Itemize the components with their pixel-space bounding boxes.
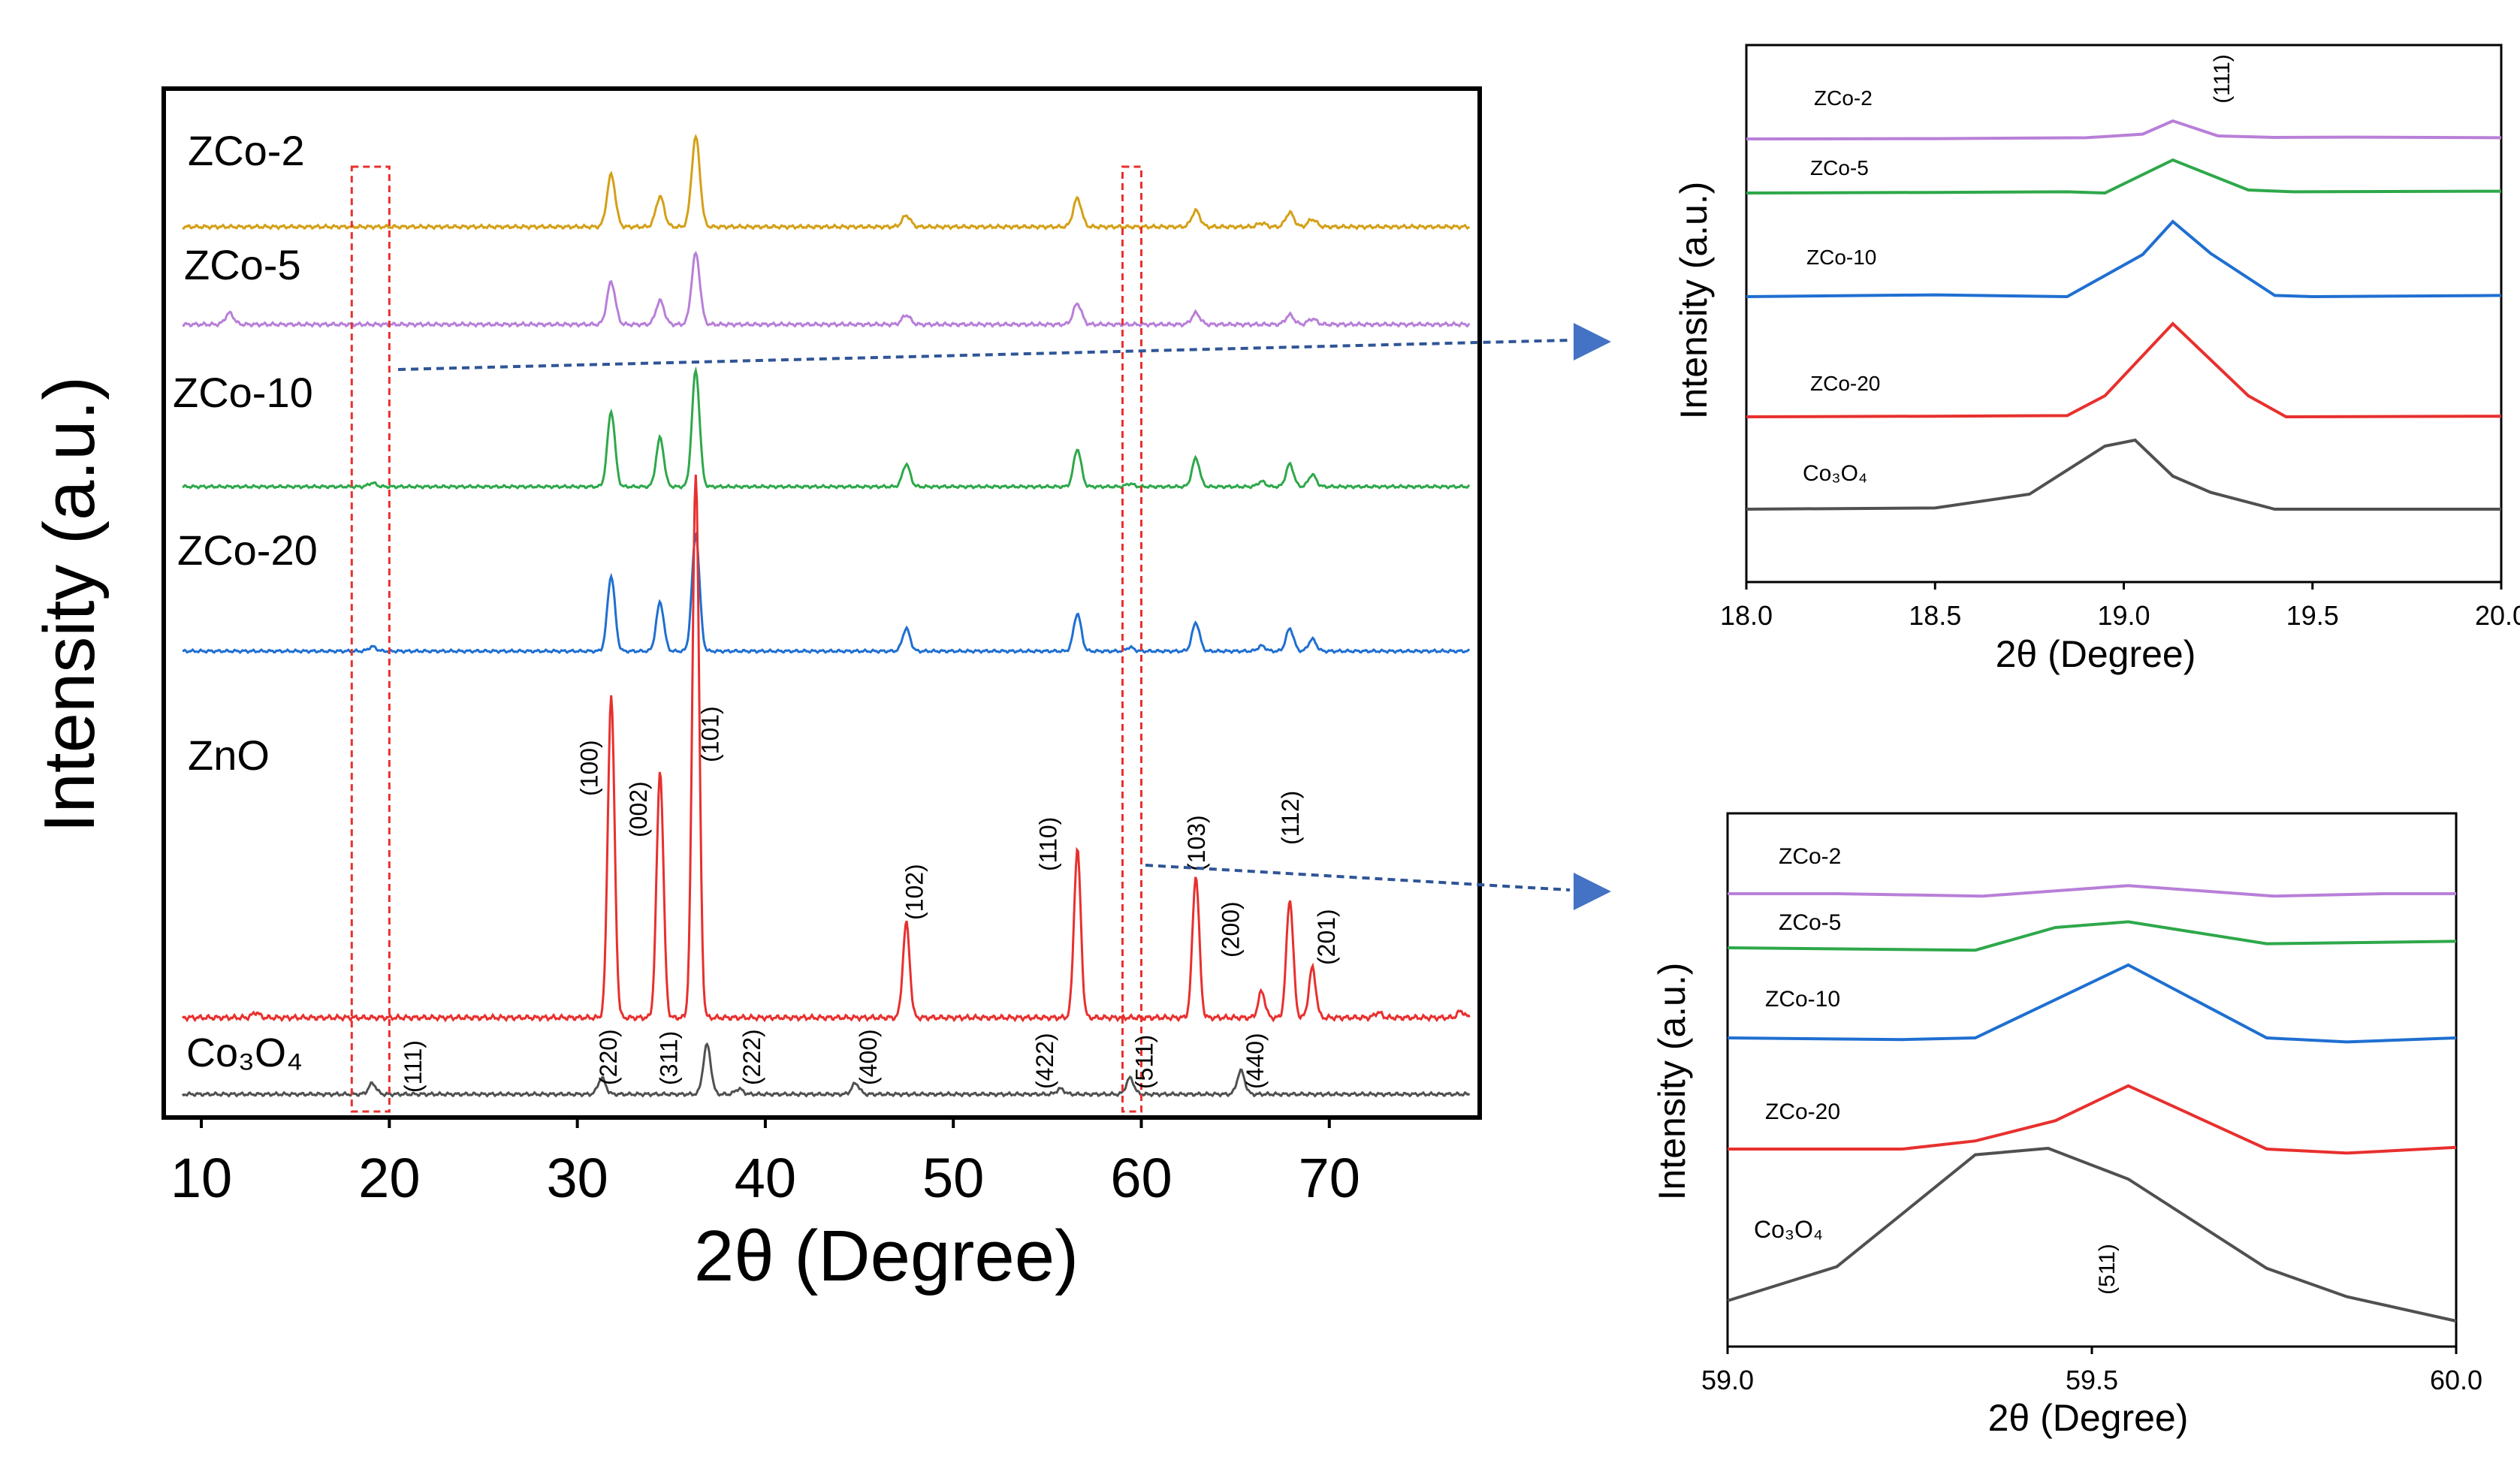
inset-2-tick-label-2: 60.0: [2430, 1365, 2482, 1395]
peak-annotation-102-3: (102): [901, 864, 928, 920]
inset-111-x-axis: 18.0 18.5 19.0 19.5 20.0: [1720, 582, 2520, 631]
peak-annotation-400-13: (400): [855, 1029, 882, 1085]
inset-111-label-zco-5: ZCo-5: [1810, 156, 1869, 179]
inset-511-series-group: [1727, 884, 2457, 1323]
inset-111-x-axis-title: 2θ (Degree): [1996, 633, 2196, 675]
inset-511-y-axis-title: Intensity (a.u.): [1651, 963, 1693, 1201]
inset-2-series-line-zco-10: [1727, 963, 2457, 1044]
x-tick-label-70: 70: [1299, 1147, 1360, 1209]
inset-1-tick-label-4: 20.0: [2475, 600, 2520, 631]
series-line-zco-5: [182, 251, 1471, 328]
peak-annotation-440-16: (440): [1242, 1033, 1269, 1089]
inset-111-label-zco-10: ZCo-10: [1806, 246, 1876, 269]
inset-111-frame: [1745, 44, 2503, 584]
inset-2-series-line-zco-5: [1727, 920, 2457, 952]
main-chart: 10 20 30 40 50 60 70 (100) (002) (101) (102) (110)…: [29, 86, 1482, 1296]
connector-line-511: [1145, 864, 1571, 891]
curve-label-zco-10: ZCo-10: [173, 369, 313, 416]
inset-511-label-zco-5: ZCo-5: [1779, 910, 1841, 935]
inset-111-y-axis-title: Intensity (a.u.): [1673, 182, 1715, 420]
x-tick-label-10: 10: [171, 1147, 232, 1209]
curve-label-zco-2: ZCo-2: [188, 127, 305, 174]
curve-label-zco-20: ZCo-20: [177, 526, 318, 574]
curve-label-co3o4: Co₃O₄: [186, 1030, 303, 1075]
inset-111-chart: 18.018.519.019.520.0 ZCo-2 ZCo-5 ZCo-10 …: [1673, 44, 2520, 675]
inset-1-series-line-co3o4: [1746, 438, 2501, 511]
peak-annotation-311-11: (311): [655, 1031, 682, 1085]
inset-511-label-zco-20: ZCo-20: [1765, 1099, 1840, 1124]
inset-511-chart: 59.0 59.5 60.0 ZCo-2 ZCo-5 ZCo-10 ZCo-20 C…: [1651, 812, 2482, 1439]
connector-line-111: [397, 339, 1571, 371]
inset-2-tick-label-0: 59.0: [1701, 1365, 1754, 1395]
inset-511-label-zco-10: ZCo-10: [1765, 987, 1840, 1012]
peak-annotation-103-5: (103): [1183, 815, 1210, 871]
x-tick-label-60: 60: [1110, 1147, 1172, 1209]
inset-111-series-group: [1746, 119, 2502, 511]
x-tick-label-30: 30: [546, 1147, 608, 1209]
connector-arrowhead-111: [1574, 323, 1611, 360]
x-tick-label-40: 40: [735, 1147, 796, 1209]
highlight-boxes: [350, 165, 1142, 1113]
x-tick-label-50: 50: [922, 1147, 984, 1209]
inset-2-series-line-zco-2: [1728, 884, 2456, 898]
inset-111-label-zco-20: ZCo-20: [1810, 372, 1880, 395]
inset-1-series-line-zco-10: [1746, 219, 2502, 299]
inset-1-tick-label-1: 18.5: [1909, 600, 1961, 631]
peak-annotation-511-15: (511): [1131, 1035, 1158, 1089]
series-line-zno: [181, 474, 1471, 1023]
main-x-axis: 10 20 30 40 50 60 70: [171, 1118, 1360, 1209]
series-line-zco-2: [182, 134, 1470, 231]
inset-511-label-zco-2: ZCo-2: [1779, 844, 1841, 869]
curve-label-zno: ZnO: [188, 731, 270, 779]
inset-111-label-co3o4: Co₃O₄: [1803, 461, 1867, 486]
inset-1-series-line-zco-2: [1746, 119, 2502, 140]
zoom-connectors: [397, 323, 1611, 910]
peak-annotation-101-2: (101): [696, 706, 723, 762]
inset-111-peak-label: (111): [2210, 54, 2235, 104]
inset-1-series-line-zco-20: [1746, 321, 2502, 419]
inset-511-peak-label: (511): [2095, 1244, 2120, 1295]
series-line-zco-20: [183, 531, 1470, 655]
inset-1-tick-label-0: 18.0: [1720, 600, 1773, 631]
highlight-box-0: [350, 165, 391, 1113]
series-line-co3o4: [181, 1042, 1471, 1098]
inset-1-series-line-zco-5: [1746, 158, 2502, 195]
inset-1-tick-label-3: 19.5: [2286, 600, 2339, 631]
main-y-axis-title: Intensity (a.u.): [29, 376, 110, 833]
main-plot-frame: [161, 86, 1482, 1120]
inset-511-x-axis: 59.0 59.5 60.0: [1701, 1347, 2482, 1395]
main-peak-annotations: (100) (002) (101) (102) (110) (103) (112) (200)…: [400, 706, 1340, 1093]
series-line-zco-10: [182, 366, 1470, 490]
inset-111-label-zco-2: ZCo-2: [1814, 86, 1873, 110]
inset-2-series-line-co3o4: [1727, 1146, 2457, 1323]
inset-1-tick-label-2: 19.0: [2097, 600, 2150, 631]
x-tick-label-20: 20: [358, 1147, 420, 1209]
peak-annotation-112-6: (112): [1277, 791, 1304, 845]
curve-label-zco-5: ZCo-5: [184, 241, 301, 288]
highlight-box-1: [1121, 165, 1142, 1113]
peak-annotation-201-8: (201): [1313, 909, 1340, 965]
peak-annotation-200-7: (200): [1218, 901, 1245, 958]
peak-annotation-002-1: (002): [625, 781, 652, 837]
peak-annotation-222-12: (222): [738, 1029, 765, 1085]
inset-2-series-line-zco-20: [1728, 1084, 2457, 1155]
inset-511-label-co3o4: Co₃O₄: [1754, 1216, 1823, 1243]
peak-annotation-220-10: (220): [595, 1029, 622, 1085]
connector-arrowhead-511: [1574, 873, 1611, 910]
inset-511-x-axis-title: 2θ (Degree): [1988, 1397, 2189, 1439]
peak-annotation-100-0: (100): [576, 740, 603, 796]
main-series-group: [181, 134, 1471, 1098]
inset-2-tick-label-1: 59.5: [2066, 1365, 2118, 1395]
peak-annotation-422-14: (422): [1031, 1033, 1058, 1089]
peak-annotation-111-9: (111): [400, 1040, 427, 1093]
main-x-axis-title: 2θ (Degree): [694, 1216, 1079, 1296]
peak-annotation-110-4: (110): [1034, 817, 1061, 871]
